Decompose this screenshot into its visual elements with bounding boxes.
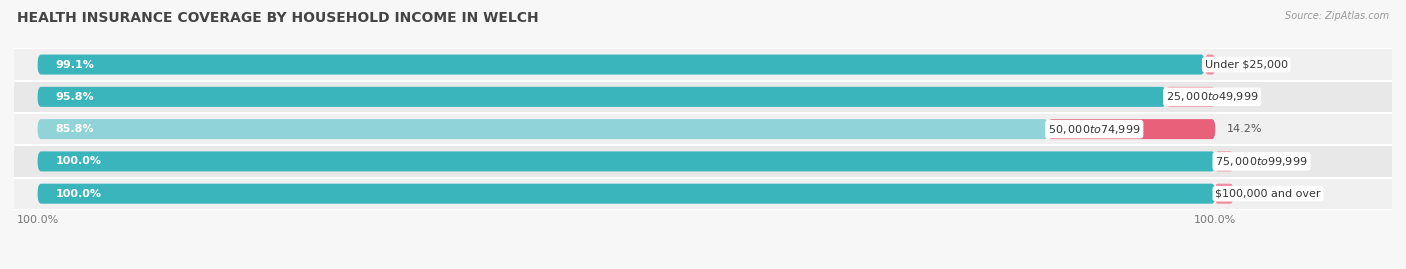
Text: HEALTH INSURANCE COVERAGE BY HOUSEHOLD INCOME IN WELCH: HEALTH INSURANCE COVERAGE BY HOUSEHOLD I… bbox=[17, 11, 538, 25]
FancyBboxPatch shape bbox=[38, 119, 1047, 139]
Bar bbox=[14, 81, 1392, 113]
Text: 0.0%: 0.0% bbox=[1244, 189, 1272, 199]
FancyBboxPatch shape bbox=[38, 151, 1215, 171]
Bar bbox=[14, 178, 1392, 210]
Text: Source: ZipAtlas.com: Source: ZipAtlas.com bbox=[1285, 11, 1389, 21]
Text: 4.2%: 4.2% bbox=[1227, 92, 1256, 102]
Text: $100,000 and over: $100,000 and over bbox=[1215, 189, 1320, 199]
Bar bbox=[14, 113, 1392, 145]
Text: 0.91%: 0.91% bbox=[1234, 59, 1270, 70]
Text: $75,000 to $99,999: $75,000 to $99,999 bbox=[1215, 155, 1308, 168]
Text: 99.1%: 99.1% bbox=[55, 59, 94, 70]
FancyBboxPatch shape bbox=[1205, 55, 1215, 75]
FancyBboxPatch shape bbox=[38, 184, 1215, 204]
Text: $25,000 to $49,999: $25,000 to $49,999 bbox=[1166, 90, 1258, 103]
Text: $50,000 to $74,999: $50,000 to $74,999 bbox=[1047, 123, 1140, 136]
FancyBboxPatch shape bbox=[1166, 87, 1215, 107]
Bar bbox=[14, 48, 1392, 81]
Text: Under $25,000: Under $25,000 bbox=[1205, 59, 1288, 70]
Text: 100.0%: 100.0% bbox=[55, 189, 101, 199]
Bar bbox=[14, 145, 1392, 178]
FancyBboxPatch shape bbox=[1215, 151, 1233, 171]
Text: 0.0%: 0.0% bbox=[1244, 156, 1272, 167]
FancyBboxPatch shape bbox=[1047, 119, 1215, 139]
FancyBboxPatch shape bbox=[38, 55, 1205, 75]
Text: 85.8%: 85.8% bbox=[55, 124, 94, 134]
Text: 14.2%: 14.2% bbox=[1227, 124, 1263, 134]
Text: 100.0%: 100.0% bbox=[55, 156, 101, 167]
Text: 95.8%: 95.8% bbox=[55, 92, 94, 102]
FancyBboxPatch shape bbox=[1215, 184, 1233, 204]
FancyBboxPatch shape bbox=[38, 87, 1166, 107]
